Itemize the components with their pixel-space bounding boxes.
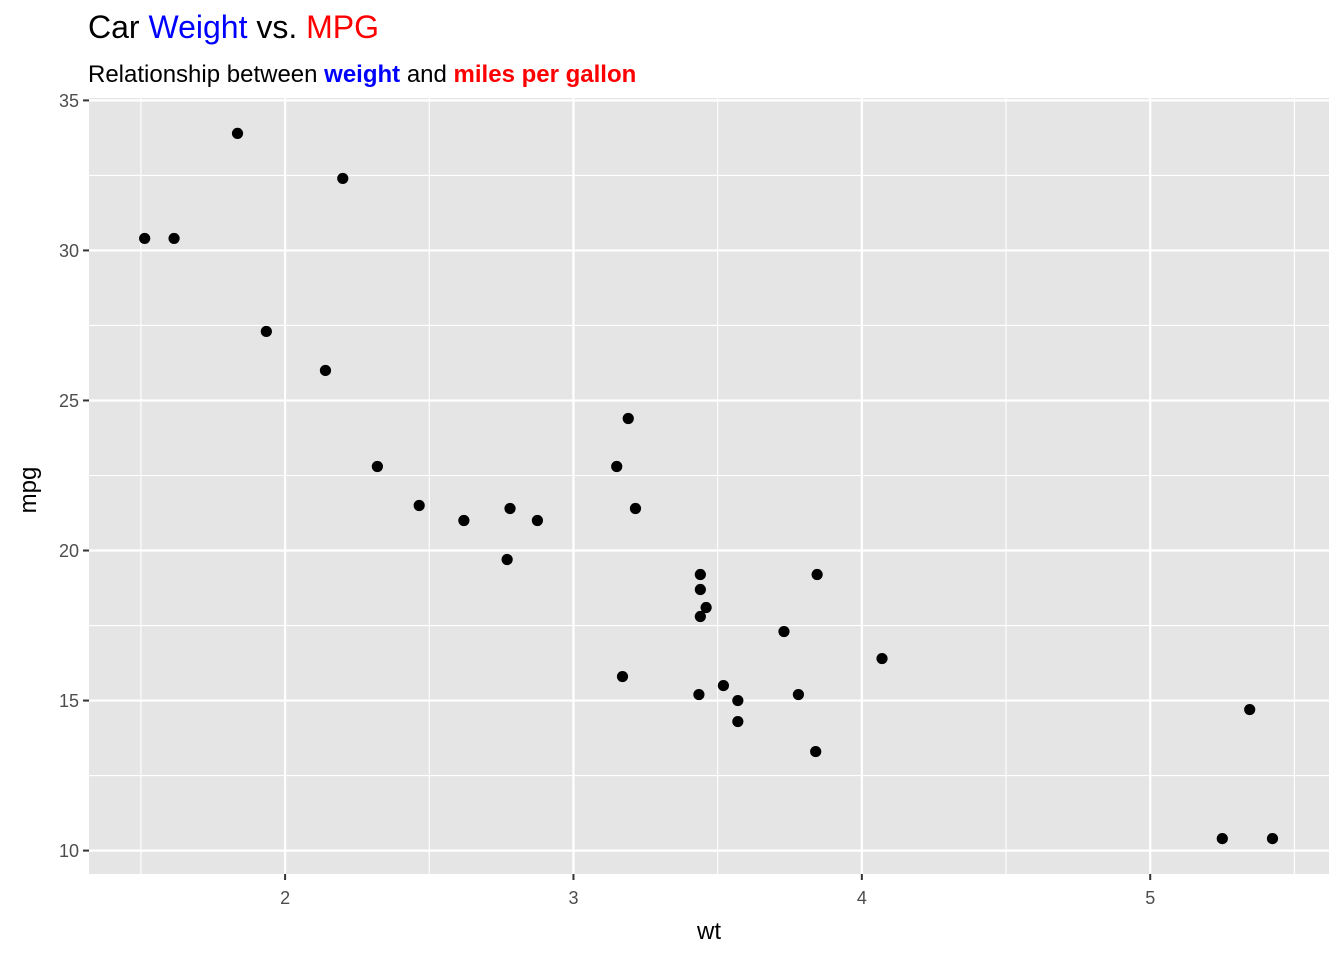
data-point bbox=[694, 583, 706, 596]
x-tick-label: 2 bbox=[280, 888, 290, 908]
major-gridlines bbox=[89, 98, 1329, 874]
x-axis: 2 3 4 5 bbox=[280, 874, 1155, 908]
title-highlight-weight: Weight bbox=[148, 9, 247, 45]
data-point bbox=[531, 514, 544, 527]
minor-gridlines bbox=[89, 98, 1329, 874]
data-points bbox=[139, 127, 1279, 845]
data-point bbox=[876, 652, 888, 665]
data-point bbox=[792, 688, 804, 701]
data-point bbox=[260, 325, 272, 338]
title-highlight-mpg: MPG bbox=[306, 9, 379, 45]
data-point bbox=[371, 460, 383, 473]
y-tick-label: 10 bbox=[59, 841, 79, 861]
plot-panel bbox=[89, 98, 1329, 874]
y-tick-label: 20 bbox=[59, 541, 79, 561]
data-point bbox=[700, 601, 712, 614]
data-point bbox=[717, 679, 730, 692]
data-point bbox=[1216, 832, 1228, 845]
data-point bbox=[231, 127, 244, 140]
subtitle-highlight-weight: weight bbox=[323, 61, 400, 88]
x-axis-title: wt bbox=[696, 918, 721, 945]
data-point bbox=[413, 499, 425, 512]
data-point bbox=[694, 610, 706, 623]
chart-title: Car Weight vs. MPG bbox=[88, 9, 379, 45]
y-axis: 10 15 20 25 30 35 bbox=[59, 91, 89, 861]
data-point bbox=[337, 172, 349, 185]
x-tick-label: 4 bbox=[857, 888, 867, 908]
y-tick-label: 35 bbox=[59, 91, 79, 111]
data-point bbox=[694, 568, 706, 581]
data-point bbox=[810, 745, 822, 758]
y-tick-label: 30 bbox=[59, 241, 79, 261]
data-point bbox=[778, 625, 790, 638]
subtitle-highlight-mpg: miles per gallon bbox=[454, 61, 637, 88]
data-point bbox=[501, 553, 513, 566]
data-point bbox=[1266, 832, 1279, 845]
data-point bbox=[168, 232, 180, 245]
data-point bbox=[139, 232, 151, 245]
y-tick-label: 15 bbox=[59, 691, 79, 711]
chart-subtitle: Relationship between weight and miles pe… bbox=[88, 61, 636, 88]
data-point bbox=[732, 715, 744, 728]
data-point bbox=[732, 694, 744, 707]
data-point bbox=[693, 688, 705, 701]
x-tick-label: 5 bbox=[1145, 888, 1155, 908]
data-point bbox=[458, 514, 470, 527]
data-point bbox=[611, 460, 623, 473]
y-axis-title: mpg bbox=[15, 467, 42, 514]
y-tick-label: 25 bbox=[59, 391, 79, 411]
data-point bbox=[629, 502, 642, 515]
data-point bbox=[1244, 703, 1256, 716]
data-point bbox=[622, 412, 634, 425]
data-point bbox=[811, 568, 823, 581]
data-point bbox=[319, 364, 332, 377]
data-point bbox=[504, 502, 516, 515]
x-tick-label: 3 bbox=[568, 888, 578, 908]
data-point bbox=[616, 670, 629, 683]
